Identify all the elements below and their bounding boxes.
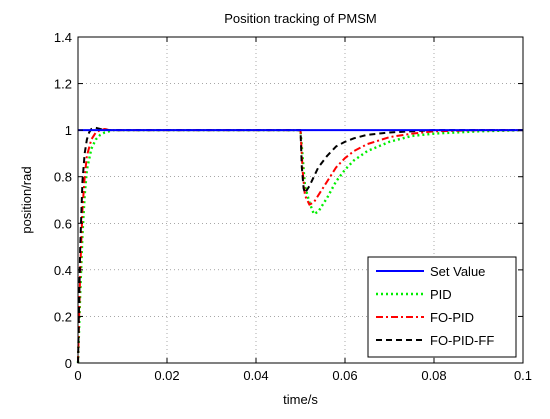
x-tick-label: 0 <box>74 368 81 383</box>
legend-label: FO-PID <box>430 310 474 325</box>
x-tick-label: 0.04 <box>243 368 268 383</box>
x-tick-label: 0.02 <box>154 368 179 383</box>
y-tick-label: 0.8 <box>54 170 72 185</box>
y-tick-label: 0 <box>65 356 72 371</box>
chart-title: Position tracking of PMSM <box>224 11 376 26</box>
legend-label: PID <box>430 287 452 302</box>
axis-ticks: 0 0.02 0.04 0.06 0.08 0.1 0 0.2 0.4 0.6 0.8 1 1.2 1.4 <box>54 30 532 383</box>
legend-label: Set Value <box>430 264 485 279</box>
y-tick-label: 1.2 <box>54 77 72 92</box>
y-tick-label: 0.2 <box>54 309 72 324</box>
legend: Set Value PID FO-PID FO-PID-FF <box>367 256 517 358</box>
series-line-fo-pid <box>77 127 523 364</box>
x-axis-label: time/s <box>283 392 318 407</box>
x-tick-label: 0.1 <box>514 368 532 383</box>
legend-box <box>367 256 517 358</box>
y-tick-label: 1 <box>65 123 72 138</box>
legend-label: FO-PID-FF <box>430 333 494 348</box>
y-tick-label: 0.6 <box>54 216 72 231</box>
y-tick-label: 0.4 <box>54 263 72 278</box>
y-axis-label: position/rad <box>19 166 34 233</box>
x-tick-label: 0.08 <box>421 368 446 383</box>
series-line-fo-pid-ff <box>77 126 523 364</box>
axes-frame <box>77 36 524 364</box>
series-layer <box>76 126 524 364</box>
x-tick-label: 0.06 <box>332 368 357 383</box>
y-tick-label: 1.4 <box>54 30 72 45</box>
